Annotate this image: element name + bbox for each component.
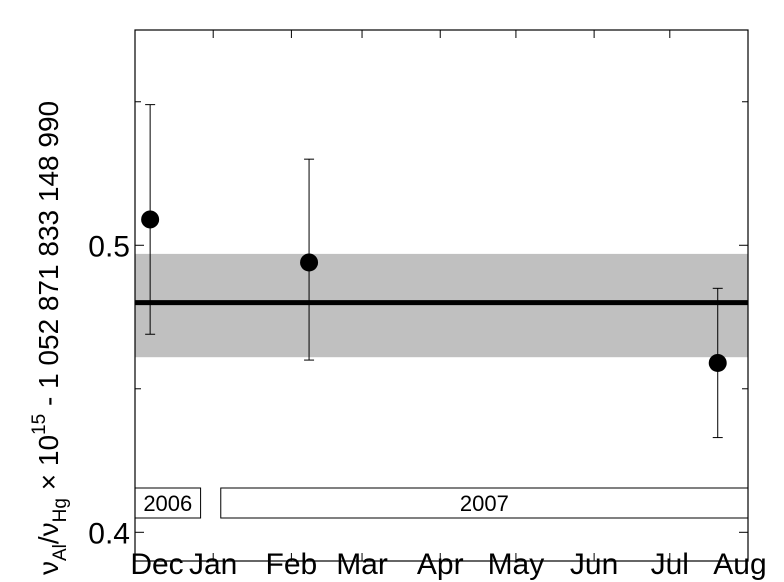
year-label-2007: 2007	[460, 491, 509, 516]
x-tick-label-Jul: Jul	[651, 548, 689, 581]
y-axis-label: νAl/νHg × 1015 - 1 052 871 833 148 990	[29, 101, 71, 575]
y-label-offset: - 1 052 871 833 148 990	[33, 101, 64, 414]
y-tick-label-0.5: 0.5	[88, 230, 130, 263]
x-tick-label-Dec: Dec	[130, 548, 183, 581]
x-tick-label-Mar: Mar	[336, 548, 388, 581]
y-label-exponent: 15	[29, 414, 50, 435]
uncertainty-band	[135, 253, 748, 358]
x-tick-label-May: May	[488, 548, 545, 581]
y-label-nu-2: ν	[33, 522, 64, 536]
x-tick-label-Jun: Jun	[570, 548, 618, 581]
y-label-sub-hg: Hg	[50, 498, 71, 522]
x-tick-label-Jan: Jan	[189, 548, 237, 581]
year-label-2006: 2006	[143, 491, 192, 516]
y-label-sub-al: Al	[50, 544, 71, 561]
x-tick-label-Apr: Apr	[417, 548, 464, 581]
plot-frame	[134, 29, 749, 562]
data-point-2	[708, 353, 727, 372]
data-point-1	[300, 253, 319, 272]
x-tick-label-Aug: Aug	[713, 548, 766, 581]
year-box-2006	[134, 487, 202, 519]
y-label-slash: /	[33, 536, 64, 544]
y-tick-label-0.4: 0.4	[88, 517, 130, 550]
year-box-2007	[220, 487, 749, 519]
y-label-nu-1: ν	[33, 561, 64, 575]
x-tick-label-Feb: Feb	[266, 548, 318, 581]
data-point-0	[141, 210, 160, 229]
y-label-times: × 10	[33, 435, 64, 498]
